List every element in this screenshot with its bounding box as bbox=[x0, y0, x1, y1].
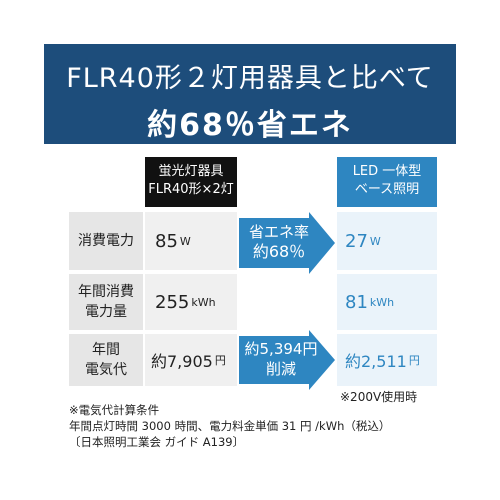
fluorescent-cost-cell: 約7,905 円 bbox=[145, 334, 237, 386]
led-energy-cell: 81 kWh bbox=[337, 274, 437, 330]
header-led: LED 一体型 ベース照明 bbox=[337, 157, 437, 207]
arrow-cost-reduction-line2: 削減 bbox=[265, 360, 296, 378]
fluorescent-cost-unit: 円 bbox=[214, 354, 226, 367]
headline-banner: FLR40形２灯用器具と比べて 約68％省エネ bbox=[44, 44, 456, 144]
row-label-power: 消費電力 bbox=[69, 212, 143, 270]
row-label-power-line1: 消費電力 bbox=[78, 233, 134, 249]
headline-line1: FLR40形２灯用器具と比べて bbox=[66, 63, 434, 94]
fluorescent-energy-value: 255 bbox=[155, 291, 190, 313]
arrow-savings-rate-line1: 省エネ率 bbox=[248, 223, 309, 241]
calculation-notes: ※電気代計算条件 年間点灯時間 3000 時間、電力料金単価 31 円 /kWh… bbox=[69, 402, 390, 450]
led-power-value: 27 bbox=[345, 230, 368, 252]
fluorescent-cost-value: 約7,905 bbox=[151, 352, 213, 371]
header-fluorescent-line2: FLR40形×2灯 bbox=[148, 182, 234, 197]
fluorescent-power-cell: 85 W bbox=[145, 212, 237, 270]
fluorescent-power-unit: W bbox=[179, 234, 191, 248]
led-power-cell: 27 W bbox=[337, 212, 437, 270]
led-power-unit: W bbox=[369, 234, 381, 248]
row-label-annual-energy-line1: 年間消費 bbox=[78, 284, 134, 300]
row-label-annual-cost-line2: 電気代 bbox=[85, 362, 127, 378]
notes-line2: 年間点灯時間 3000 時間、電力料金単価 31 円 /kWh（税込） bbox=[69, 419, 391, 433]
header-led-line1: LED 一体型 bbox=[352, 164, 422, 179]
led-energy-unit: kWh bbox=[369, 295, 395, 309]
header-led-line2: ベース照明 bbox=[354, 182, 420, 197]
notes-line1: ※電気代計算条件 bbox=[69, 403, 160, 417]
header-fluorescent-line1: 蛍光灯器具 bbox=[158, 164, 224, 179]
header-fluorescent: 蛍光灯器具 FLR40形×2灯 bbox=[145, 157, 237, 207]
notes-line3: 〔日本照明工業会 ガイド A139〕 bbox=[69, 435, 245, 449]
headline-line2: 約68％省エネ bbox=[147, 108, 353, 143]
led-cost-cell: 約2,511 円 bbox=[337, 334, 437, 386]
led-cost-unit: 円 bbox=[408, 354, 420, 367]
arrow-savings-rate-text: 省エネ率 約68％ bbox=[239, 222, 319, 262]
arrow-cost-reduction-line1: 約5,394円 bbox=[244, 340, 318, 358]
row-label-annual-energy: 年間消費 電力量 bbox=[69, 274, 143, 330]
voltage-note: ※200V使用時 bbox=[340, 390, 418, 404]
row-label-annual-energy-line2: 電力量 bbox=[85, 304, 127, 320]
row-label-annual-cost: 年間 電気代 bbox=[69, 334, 143, 386]
arrow-savings-rate-line2: 約68％ bbox=[252, 242, 306, 261]
led-energy-value: 81 bbox=[345, 291, 368, 313]
fluorescent-power-value: 85 bbox=[155, 230, 178, 252]
arrow-cost-reduction-text: 約5,394円 削減 bbox=[239, 339, 323, 379]
arrow-cost-reduction bbox=[239, 330, 335, 390]
fluorescent-energy-unit: kWh bbox=[191, 295, 216, 309]
arrow-savings-rate bbox=[239, 212, 335, 274]
fluorescent-energy-cell: 255 kWh bbox=[145, 274, 237, 330]
row-label-annual-cost-line1: 年間 bbox=[92, 342, 120, 358]
led-cost-value: 約2,511 bbox=[345, 352, 407, 371]
